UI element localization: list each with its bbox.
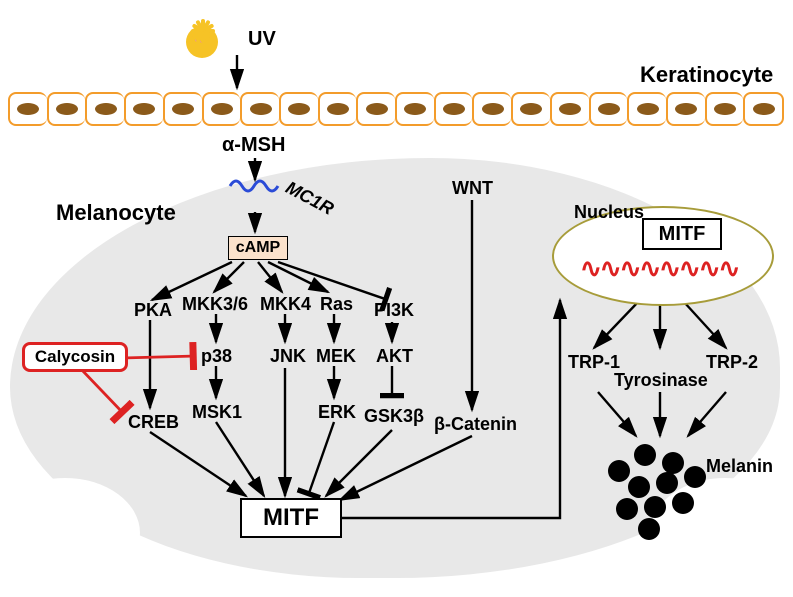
uv-label: UV bbox=[248, 28, 276, 51]
keratinocyte-cell bbox=[279, 92, 318, 126]
calycosin-node: Calycosin bbox=[22, 342, 128, 372]
keratinocyte-cell bbox=[124, 92, 163, 126]
melanin-granules bbox=[608, 440, 718, 550]
keratinocyte-cell bbox=[47, 92, 86, 126]
keratinocyte-cell bbox=[666, 92, 705, 126]
trp1-node: TRP-1 bbox=[568, 352, 620, 373]
camp-node: cAMP bbox=[228, 236, 288, 260]
pi3k-node: PI3K bbox=[374, 300, 414, 321]
mitf-nucleus-node: MITF bbox=[642, 218, 722, 250]
keratinocyte-cell bbox=[356, 92, 395, 126]
keratinocyte-cell bbox=[240, 92, 279, 126]
keratinocyte-cell bbox=[85, 92, 124, 126]
p38-node: p38 bbox=[201, 346, 232, 367]
wnt-node: WNT bbox=[452, 178, 493, 199]
mkk4-node: MKK4 bbox=[260, 294, 311, 315]
pka-node: PKA bbox=[134, 300, 172, 321]
mkk36-node: MKK3/6 bbox=[182, 294, 248, 315]
keratinocyte-cell bbox=[163, 92, 202, 126]
keratinocyte-cell bbox=[511, 92, 550, 126]
bcatenin-node: β-Catenin bbox=[434, 414, 517, 435]
keratinocyte-cell bbox=[202, 92, 241, 126]
keratinocyte-row bbox=[8, 92, 784, 126]
gsk3b-node: GSK3β bbox=[364, 406, 424, 427]
keratinocyte-cell bbox=[627, 92, 666, 126]
jnk-node: JNK bbox=[270, 346, 306, 367]
erk-node: ERK bbox=[318, 402, 356, 423]
sun-icon: • ᴗ • bbox=[174, 14, 230, 70]
dna-icon: ∿∿∿∿∿∿∿∿ bbox=[580, 253, 738, 284]
msk1-node: MSK1 bbox=[192, 402, 242, 423]
keratinocyte-cell bbox=[8, 92, 47, 126]
keratinocyte-label: Keratinocyte bbox=[640, 62, 773, 88]
creb-node: CREB bbox=[128, 412, 179, 433]
keratinocyte-cell bbox=[472, 92, 511, 126]
ras-node: Ras bbox=[320, 294, 353, 315]
keratinocyte-cell bbox=[589, 92, 628, 126]
keratinocyte-cell bbox=[318, 92, 357, 126]
keratinocyte-cell bbox=[705, 92, 744, 126]
alpha-msh-label: α-MSH bbox=[222, 134, 285, 157]
mek-node: MEK bbox=[316, 346, 356, 367]
tyrosinase-node: Tyrosinase bbox=[614, 370, 708, 391]
keratinocyte-cell bbox=[434, 92, 473, 126]
trp2-node: TRP-2 bbox=[706, 352, 758, 373]
keratinocyte-cell bbox=[395, 92, 434, 126]
melanocyte-label: Melanocyte bbox=[56, 200, 176, 226]
keratinocyte-cell bbox=[743, 92, 784, 126]
nucleus-label: Nucleus bbox=[574, 202, 644, 223]
akt-node: AKT bbox=[376, 346, 413, 367]
mitf-node: MITF bbox=[240, 498, 342, 538]
keratinocyte-cell bbox=[550, 92, 589, 126]
